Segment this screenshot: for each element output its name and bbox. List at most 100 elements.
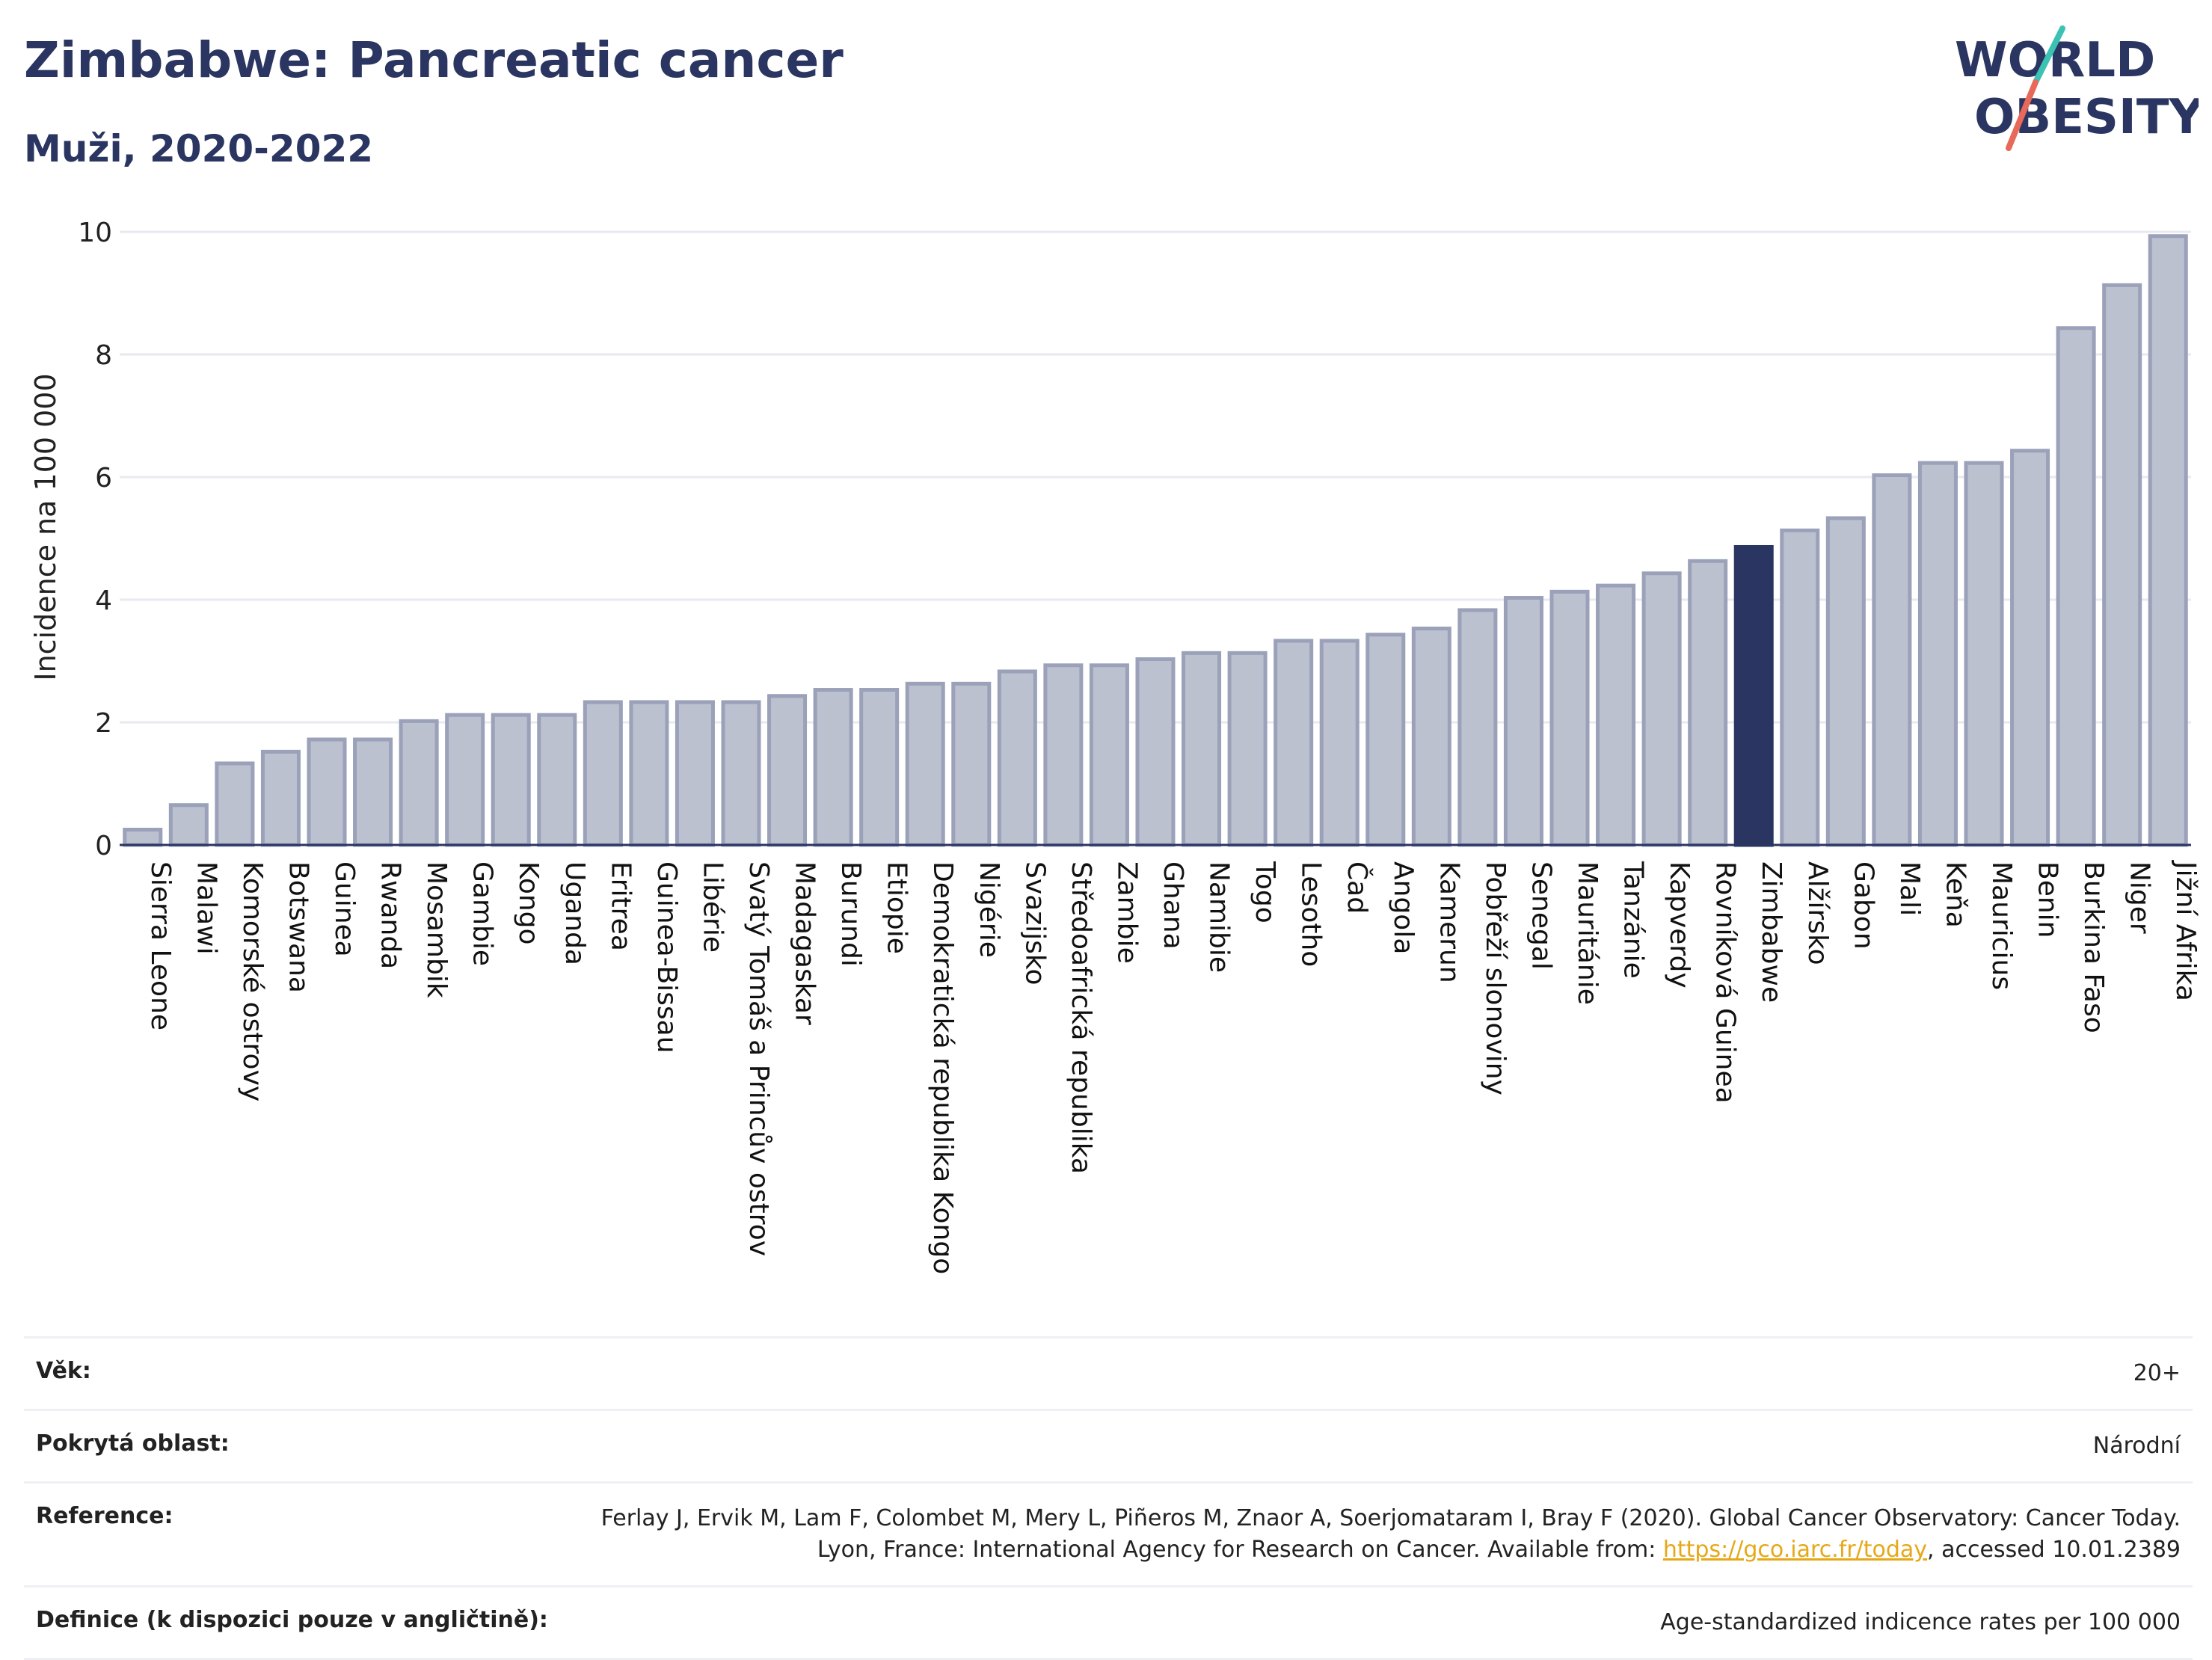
bar [1135,657,1176,847]
logo-slash-coral [2006,79,2039,151]
x-axis-tick-labels: Sierra Leone Malawi Komorské ostrovy Botswa… [145,860,2201,1274]
bar [1503,596,1543,847]
metadata-table: Věk: 20+ Pokrytá oblast: Národní Referen… [24,1336,2193,1660]
bar [583,700,623,847]
x-tick-label: Sierra Leone [145,861,176,1030]
meta-label: Věk: [36,1358,91,1384]
reference-link[interactable]: https://gco.iarc.fr/today [1662,1537,1928,1563]
page-title: Zimbabwe: Pancreatic cancer [24,31,844,89]
x-tick-label: Alžírsko [1802,861,1833,965]
x-tick-label: Benin [2033,861,2063,938]
bar [215,761,255,847]
bar [905,681,945,847]
x-tick-label: Středoafrická republika [1066,861,1096,1174]
bar [1274,639,1314,847]
meta-row-coverage: Pokrytá oblast: Národní [24,1409,2193,1481]
x-tick-label: Botswana [283,861,313,993]
bar [629,700,669,847]
x-tick-label: Svatý Tomáš a Princův ostrov [743,861,774,1256]
x-tick-label: Angola [1388,861,1419,954]
x-tick-label: Čad [1342,861,1373,914]
bar [1182,651,1222,847]
x-tick-label: Uganda [559,861,590,965]
x-tick-label: Burkina Faso [2078,861,2109,1033]
meta-label: Reference: [36,1503,173,1529]
meta-value: 20+ [2133,1360,2181,1386]
x-tick-label: Svazijsko [1019,861,1050,985]
bar [1457,608,1498,847]
x-tick-label: Kamerun [1434,861,1464,983]
bar [1872,473,1912,847]
x-tick-label: Gabon [1848,861,1878,950]
x-tick-label: Madagaskar [790,861,820,1025]
x-tick-label: Demokratická republika Kongo [927,861,958,1274]
bar [1549,589,1590,847]
y-axis-label: Incidence na 100 000 [29,373,62,680]
meta-row-definition: Definice (k dispozici pouze v angličtině… [24,1585,2193,1660]
x-tick-label: Zambie [1111,861,1142,964]
y-tick-label: 6 [95,463,112,494]
meta-label: Pokrytá oblast: [36,1430,230,1457]
bar [951,681,992,847]
meta-row-age: Věk: 20+ [24,1336,2193,1409]
bar [353,737,393,847]
x-tick-label: Keňa [1940,861,1970,928]
x-tick-label: Namibie [1204,861,1235,973]
x-tick-label: Gambie [467,861,498,966]
bar [721,700,761,847]
bar [1780,528,1820,847]
x-tick-label: Kongo [513,861,544,945]
logo-slash-teal [2033,25,2065,85]
bar [491,713,531,847]
x-tick-label: Pobřeží slonoviny [1480,861,1511,1095]
bar [168,803,209,847]
bar [1043,663,1084,847]
x-tick-label: Malawi [191,861,221,955]
bar-chart: 0 2 4 6 8 10 Sierra Leone Malawi Komorské ostro… [29,218,2201,1274]
x-tick-label: Nigérie [974,861,1004,958]
x-tick-label: Eritrea [605,861,636,951]
bar [1688,559,1728,847]
y-axis-ticks: 0 2 4 6 8 10 [78,218,112,861]
x-tick-label: Jižní Afrika [2170,860,2201,1001]
x-tick-label: Libérie [697,861,728,953]
bar [1596,583,1636,847]
bar [1089,663,1129,847]
x-tick-label: Mosambik [421,861,452,998]
bar-highlighted [1733,544,1774,847]
x-tick-label: Rovníková Guinea [1710,861,1741,1104]
bar [767,694,808,847]
x-tick-label: Etiopie [882,861,912,954]
x-tick-label: Togo [1250,861,1280,923]
y-tick-label: 0 [95,831,112,861]
bar [1319,639,1360,847]
meta-value: Age-standardized indicence rates per 100… [1660,1609,2181,1635]
bar [1411,627,1451,847]
bar [813,688,853,847]
reference-text: Ferlay J, Ervik M, Lam F, Colombet M, Me… [600,1505,2181,1563]
x-tick-label: Lesotho [1296,861,1327,967]
y-tick-label: 4 [95,585,112,616]
y-tick-label: 2 [95,708,112,739]
bar [537,713,577,847]
bar [1641,571,1682,847]
x-tick-label: Burundi [835,861,866,967]
x-tick-label: Senegal [1526,861,1556,970]
bar [1825,516,1866,847]
bar [1917,461,1958,847]
x-tick-label: Guinea [329,861,360,957]
bar [2010,449,2050,847]
bar [859,688,900,847]
bar [445,713,485,847]
bars [123,234,2188,847]
y-tick-label: 8 [95,340,112,371]
x-tick-label: Zimbabwe [1756,861,1787,1003]
bar [1964,461,2004,847]
x-tick-label: Guinea-Bissau [651,861,682,1054]
bar [123,828,163,847]
bar [260,749,301,847]
page-subtitle: Muži, 2020-2022 [24,127,374,170]
x-tick-label: Ghana [1158,861,1188,950]
x-tick-label: Mauricius [1986,861,2017,990]
bar [2102,283,2142,847]
